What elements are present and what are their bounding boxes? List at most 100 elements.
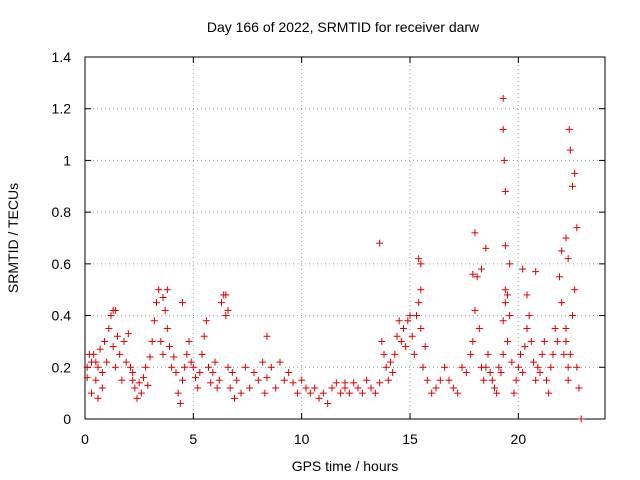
data-point bbox=[272, 384, 280, 392]
data-point bbox=[176, 399, 184, 407]
data-point bbox=[222, 291, 230, 299]
data-point bbox=[94, 394, 102, 402]
data-point bbox=[250, 368, 258, 376]
data-point bbox=[200, 332, 208, 340]
data-point bbox=[224, 363, 232, 371]
data-point bbox=[536, 368, 544, 376]
data-point bbox=[545, 389, 553, 397]
data-point bbox=[137, 389, 145, 397]
y-tick-label: 0.4 bbox=[52, 308, 72, 324]
data-point bbox=[551, 325, 559, 332]
data-point bbox=[469, 337, 477, 345]
data-point bbox=[543, 376, 550, 384]
data-point bbox=[495, 363, 503, 371]
data-point bbox=[406, 312, 414, 320]
data-point bbox=[107, 312, 115, 320]
data-point bbox=[380, 350, 388, 358]
data-point bbox=[532, 376, 540, 384]
data-point bbox=[189, 363, 197, 371]
data-point bbox=[391, 350, 399, 358]
data-point bbox=[417, 286, 425, 294]
data-point bbox=[565, 125, 573, 133]
data-point bbox=[98, 368, 106, 376]
data-point bbox=[415, 255, 423, 263]
data-point bbox=[564, 376, 572, 384]
data-point bbox=[423, 376, 431, 384]
data-point bbox=[415, 299, 423, 307]
data-point bbox=[413, 312, 420, 320]
data-point bbox=[558, 299, 566, 307]
data-point bbox=[233, 376, 241, 384]
data-point bbox=[341, 379, 349, 387]
data-point bbox=[319, 389, 327, 397]
data-point bbox=[538, 350, 546, 358]
data-point bbox=[400, 325, 407, 332]
data-point bbox=[532, 268, 540, 276]
data-point bbox=[105, 325, 113, 332]
data-point bbox=[566, 146, 574, 154]
data-point bbox=[345, 389, 353, 397]
data-point bbox=[207, 379, 215, 387]
data-point bbox=[389, 368, 397, 376]
data-point bbox=[469, 270, 477, 278]
data-point bbox=[83, 374, 91, 382]
data-point bbox=[129, 368, 137, 376]
data-point bbox=[501, 242, 509, 250]
data-point bbox=[428, 389, 436, 397]
data-point bbox=[96, 345, 104, 353]
data-point bbox=[491, 384, 498, 392]
data-point bbox=[116, 350, 124, 358]
data-point bbox=[120, 337, 128, 345]
data-point bbox=[421, 343, 429, 351]
data-point bbox=[467, 350, 475, 358]
data-point bbox=[85, 350, 93, 358]
data-point bbox=[564, 255, 572, 263]
data-point bbox=[558, 247, 566, 255]
y-tick-label: 0 bbox=[63, 411, 71, 427]
y-tick-label: 1 bbox=[63, 152, 71, 168]
data-point bbox=[382, 363, 390, 371]
data-point bbox=[166, 343, 173, 351]
data-point bbox=[241, 363, 249, 371]
data-point bbox=[573, 224, 581, 232]
data-points bbox=[83, 94, 585, 423]
data-point bbox=[527, 337, 535, 345]
axis-ticks: 0 0.2 0.4 0.6 0.8 1 1.2 1.4 0 5 10 15 20 bbox=[52, 49, 605, 447]
data-point bbox=[500, 156, 508, 164]
data-point bbox=[131, 384, 139, 392]
data-point bbox=[497, 368, 505, 376]
data-point bbox=[482, 244, 490, 252]
data-point bbox=[267, 363, 275, 371]
data-point bbox=[302, 384, 310, 392]
data-point bbox=[523, 291, 531, 299]
data-point bbox=[480, 376, 488, 384]
data-point bbox=[254, 376, 262, 384]
data-point bbox=[354, 384, 362, 392]
data-point bbox=[163, 325, 171, 332]
data-point bbox=[98, 384, 106, 392]
y-tick-label: 1.4 bbox=[52, 49, 72, 65]
data-point bbox=[562, 234, 570, 242]
data-point bbox=[261, 389, 269, 397]
data-point bbox=[393, 332, 401, 340]
y-axis-label: SRMTID / TECUs bbox=[5, 183, 21, 293]
data-point bbox=[402, 343, 410, 351]
data-point bbox=[181, 363, 189, 371]
data-point bbox=[109, 343, 117, 351]
data-point bbox=[337, 389, 345, 397]
data-point bbox=[259, 358, 267, 366]
data-point bbox=[484, 350, 492, 358]
data-point bbox=[183, 350, 191, 358]
data-point bbox=[213, 384, 221, 392]
data-point bbox=[157, 337, 165, 345]
data-point bbox=[512, 376, 520, 384]
data-point bbox=[371, 389, 379, 397]
data-point bbox=[478, 265, 485, 273]
y-tick-label: 0.2 bbox=[52, 359, 72, 375]
data-point bbox=[523, 325, 531, 332]
data-point bbox=[144, 381, 152, 389]
data-point bbox=[471, 229, 479, 237]
data-point bbox=[222, 312, 230, 320]
data-point bbox=[306, 389, 314, 397]
